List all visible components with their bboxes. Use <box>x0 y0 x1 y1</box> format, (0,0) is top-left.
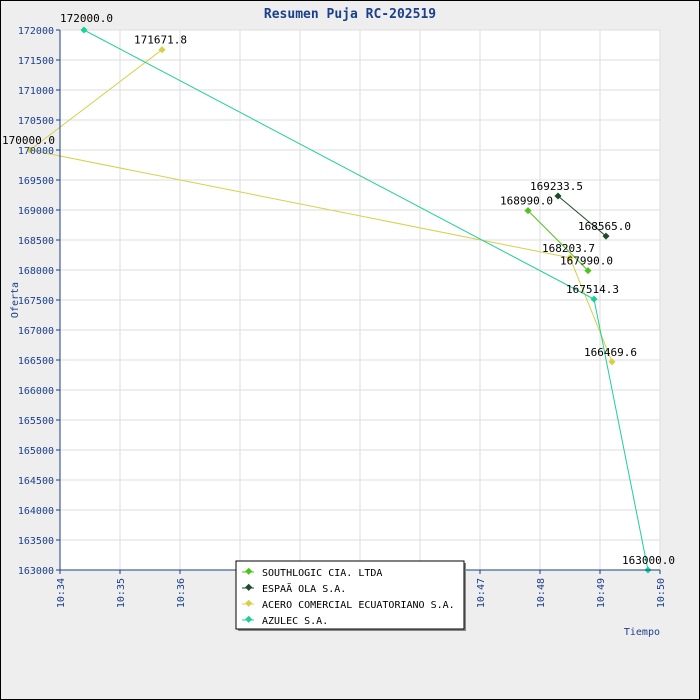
data-point <box>566 254 574 262</box>
legend-swatch-marker <box>245 615 253 623</box>
series-line <box>28 49 613 363</box>
data-point <box>608 358 616 366</box>
legend-swatch-marker <box>245 599 253 607</box>
legend-entry: ESPAÃ OLA S.A. <box>262 582 346 595</box>
y-tick-label: 172000 <box>18 26 54 37</box>
y-axis-title: Oferta <box>10 282 21 318</box>
series-3 <box>26 46 616 366</box>
series-1 <box>524 207 592 275</box>
y-tick-label: 166500 <box>18 356 54 367</box>
legend-swatch-marker <box>245 567 253 575</box>
data-label: 168565.0 <box>578 220 631 233</box>
data-point <box>602 232 610 240</box>
series-2 <box>554 192 610 240</box>
data-label: 167990.0 <box>560 255 613 268</box>
data-point <box>524 207 532 215</box>
chart-title: Resumen Puja RC-202519 <box>264 7 436 22</box>
y-tick-label: 164000 <box>18 506 54 517</box>
x-tick-label: 10:34 <box>56 578 67 608</box>
data-label: 168990.0 <box>500 195 553 208</box>
data-label: 166469.6 <box>584 346 637 359</box>
data-point <box>590 295 598 303</box>
series-line <box>527 210 589 271</box>
data-label: 172000.0 <box>60 12 113 25</box>
y-tick-label: 167500 <box>18 296 54 307</box>
x-tick-label: 10:36 <box>176 578 187 608</box>
legend-entry: AZULEC S.A. <box>262 616 328 627</box>
y-tick-label: 165000 <box>18 446 54 457</box>
y-tick-label: 171000 <box>18 86 54 97</box>
y-tick-label: 164500 <box>18 476 54 487</box>
data-label: 163000.0 <box>622 554 675 567</box>
x-tick-label: 10:50 <box>656 578 667 608</box>
series-4 <box>80 26 652 574</box>
series-layer: 168990.0 167990.0 169233.5 168565.0 171671.8… <box>2 12 675 574</box>
y-tick-label: 170500 <box>18 116 54 127</box>
data-label: 168203.7 <box>542 242 595 255</box>
legend: SOUTHLOGIC CIA. LTDA ESPAÃ OLA S.A. ACERO … <box>235 560 466 631</box>
data-label: 171671.8 <box>134 34 187 47</box>
x-axis-title: Tiempo <box>624 627 660 638</box>
data-point <box>158 46 166 54</box>
y-tick-label: 168000 <box>18 266 54 277</box>
data-point <box>26 146 34 154</box>
series-line <box>557 195 607 237</box>
data-label: 170000.0 <box>2 134 55 147</box>
data-point <box>584 267 592 275</box>
y-tick-label: 169500 <box>18 176 54 187</box>
data-point <box>554 192 562 200</box>
legend-entry: SOUTHLOGIC CIA. LTDA <box>262 568 382 579</box>
legend-box <box>235 560 465 630</box>
y-tick-label: 169000 <box>18 206 54 217</box>
y-tick-label: 168500 <box>18 236 54 247</box>
x-tick-label: 10:48 <box>536 578 547 608</box>
y-tick-label: 165500 <box>18 416 54 427</box>
y-tick-label: 167000 <box>18 326 54 337</box>
x-tick-label: 10:49 <box>596 578 607 608</box>
y-tick-label: 170000 <box>18 146 54 157</box>
x-tick-label: 10:35 <box>116 578 127 608</box>
data-label: 167514.3 <box>566 283 619 296</box>
y-tick-label: 171500 <box>18 56 54 67</box>
y-tick-label: 163500 <box>18 536 54 547</box>
legend-swatch-marker <box>245 583 253 591</box>
y-tick-label: 166000 <box>18 386 54 397</box>
data-label: 169233.5 <box>530 180 583 193</box>
legend-entry: ACERO COMERCIAL ECUATORIANO S.A. <box>262 600 455 611</box>
x-tick-label: 10:47 <box>476 578 487 608</box>
y-tick-label: 163000 <box>18 566 54 577</box>
